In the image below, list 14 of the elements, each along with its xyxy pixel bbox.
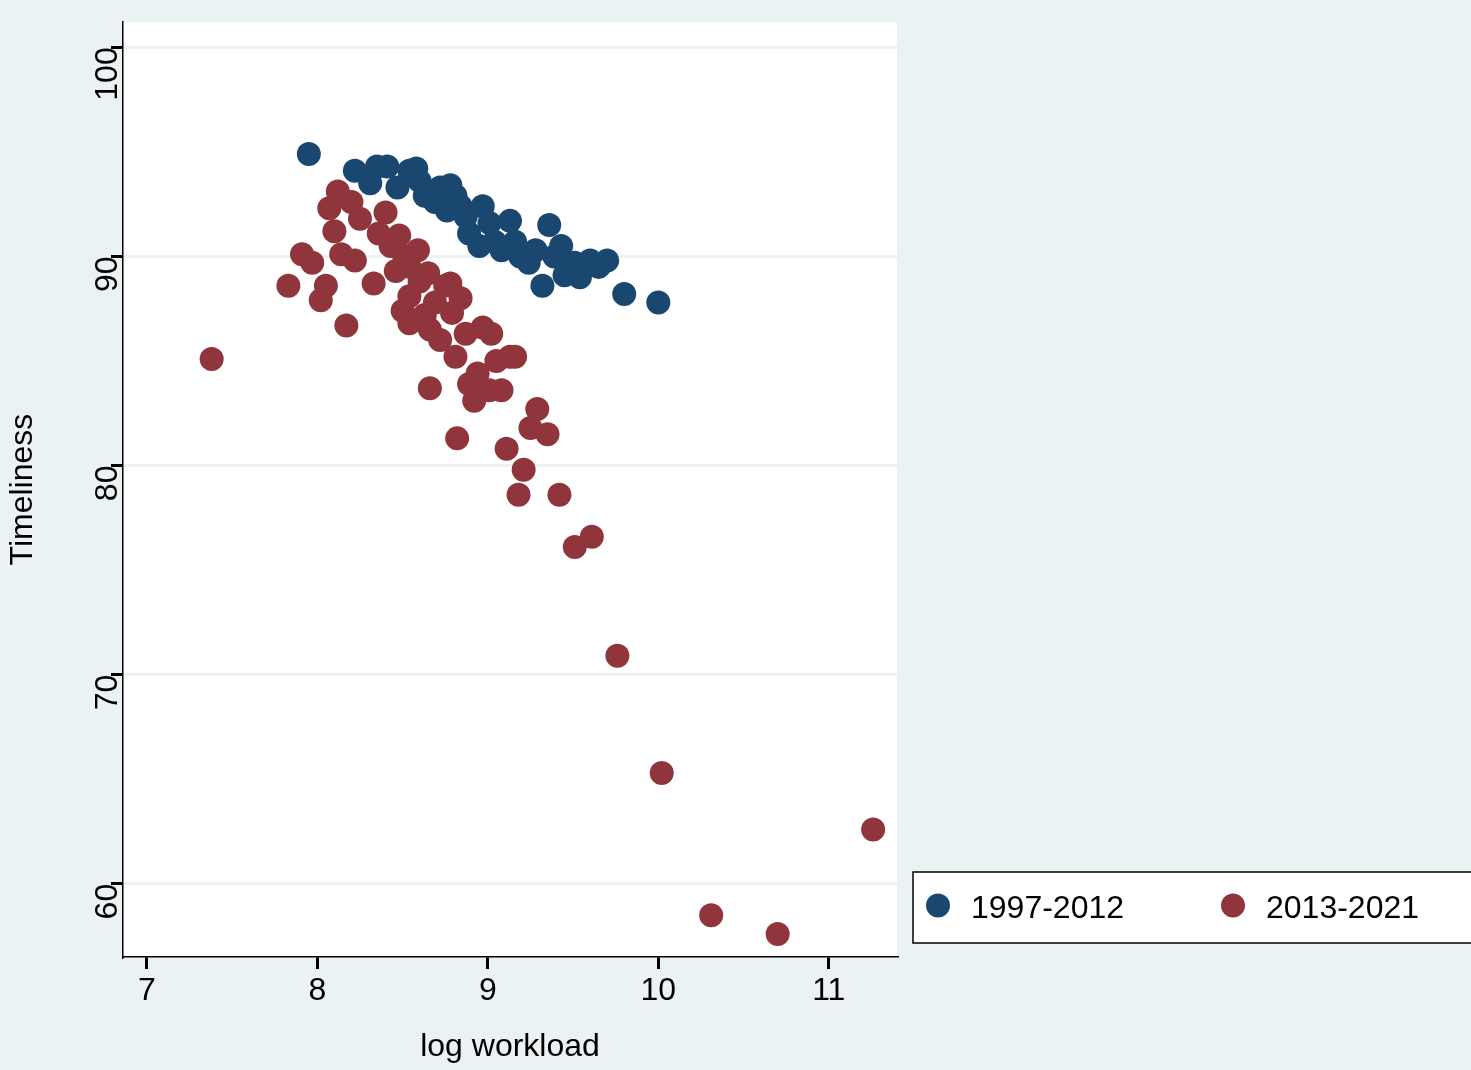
y-tick-label: 70 — [87, 674, 124, 711]
y-tick-label: 90 — [87, 256, 124, 293]
y-tick-label: 80 — [87, 465, 124, 502]
x-axis-title: log workload — [420, 1026, 600, 1063]
x-tick-label: 9 — [478, 971, 497, 1008]
legend-label: 2013-2021 — [1266, 889, 1420, 926]
x-tick-label: 10 — [640, 971, 677, 1008]
y-tick-label: 100 — [87, 47, 124, 101]
x-tick-label: 11 — [812, 971, 846, 1008]
x-tick-label: 7 — [137, 971, 156, 1008]
y-tick-label: 60 — [87, 883, 124, 920]
y-axis-title: Timeliness — [3, 413, 40, 566]
x-tick-label: 8 — [308, 971, 327, 1008]
legend-label: 1997-2012 — [971, 889, 1125, 926]
